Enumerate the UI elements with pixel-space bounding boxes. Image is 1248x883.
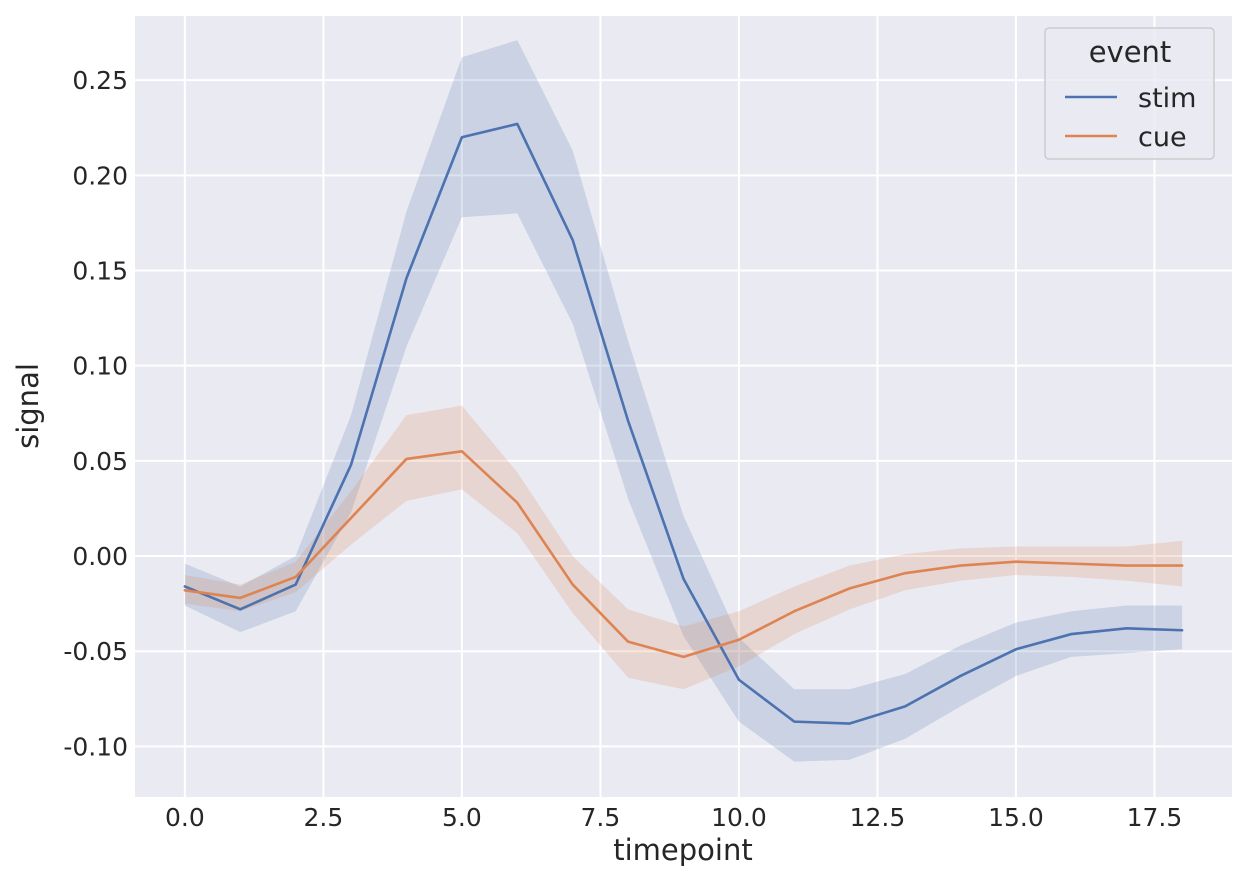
x-axis-title: timepoint: [613, 833, 752, 867]
x-axis-ticks: 0.0 2.5 5.0 7.5 10.0 12.5 15.0 17.5: [165, 803, 1182, 832]
x-tick-label: 15.0: [988, 803, 1044, 832]
y-tick-label: 0.10: [72, 352, 128, 381]
legend-box: [1044, 27, 1215, 160]
y-tick-label: 0.05: [72, 447, 128, 476]
confidence-bands: [184, 40, 1183, 762]
x-tick-label: 12.5: [850, 803, 906, 832]
x-tick-label: 10.0: [711, 803, 767, 832]
x-tick-label: 17.5: [1127, 803, 1183, 832]
legend: event stim cue: [1044, 27, 1215, 160]
legend-label-cue: cue: [1138, 122, 1187, 153]
ci-band-cue: [184, 405, 1183, 690]
legend-title: event: [1089, 35, 1172, 69]
series-line-cue: [183, 450, 1184, 659]
y-tick-label: 0.15: [72, 256, 128, 285]
y-tick-label: -0.05: [63, 637, 128, 666]
legend-label-stim: stim: [1138, 83, 1196, 114]
y-tick-label: 0.25: [72, 66, 128, 95]
x-tick-label: 2.5: [303, 803, 343, 832]
series-line-stim: [183, 122, 1184, 725]
y-axis-ticks: -0.10 -0.05 0.00 0.05 0.10 0.15 0.20 0.25: [63, 66, 128, 761]
y-tick-label: 0.20: [72, 161, 128, 190]
series-lines: [183, 122, 1184, 725]
x-tick-label: 0.0: [165, 803, 205, 832]
x-tick-label: 7.5: [581, 803, 621, 832]
ci-band-stim: [184, 40, 1183, 762]
x-tick-label: 5.0: [442, 803, 482, 832]
y-axis-title: signal: [11, 363, 45, 449]
y-tick-label: -0.10: [63, 732, 128, 761]
y-tick-label: 0.00: [72, 542, 128, 571]
